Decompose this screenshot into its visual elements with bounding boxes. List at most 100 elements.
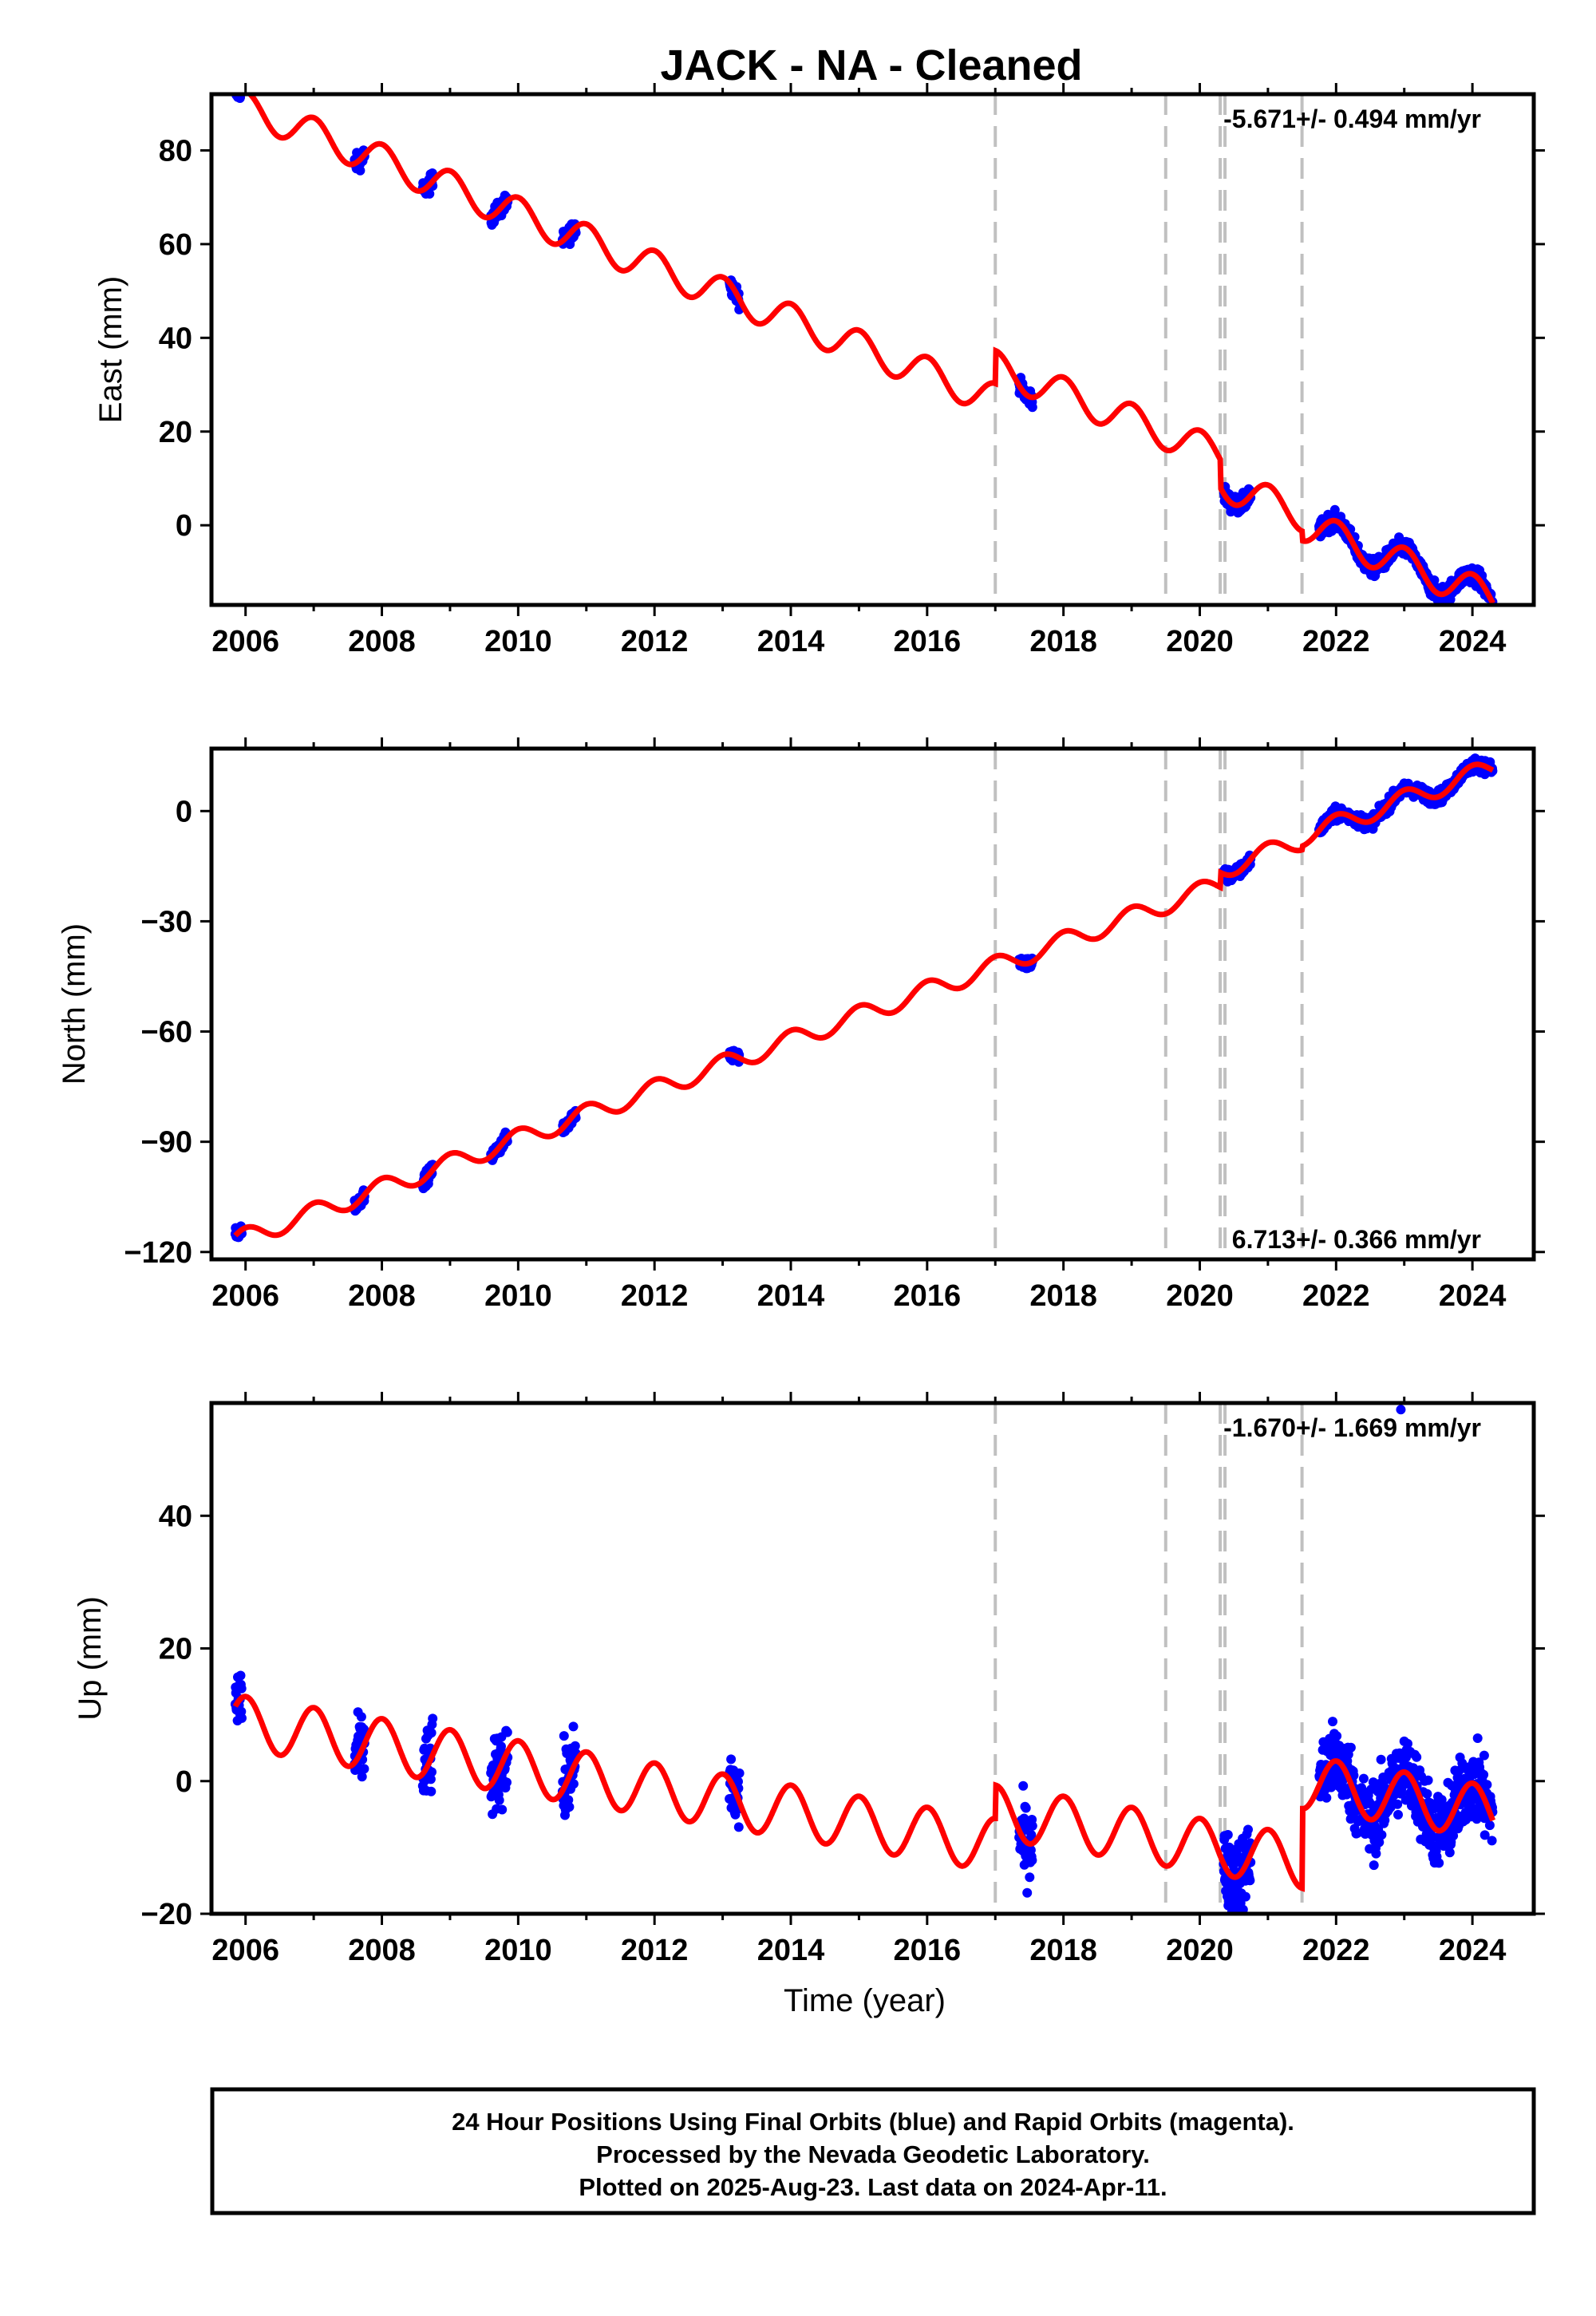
data-point [235, 1670, 246, 1681]
x-tick-label: 2006 [211, 1279, 279, 1313]
data-point [1027, 1856, 1037, 1865]
data-point [1423, 1775, 1433, 1785]
model-curve-north [233, 761, 1495, 1239]
data-point [427, 1767, 437, 1777]
data-point [1444, 1848, 1455, 1858]
data-point [1436, 1795, 1447, 1805]
y-axis-label: Up (mm) [73, 1596, 108, 1721]
data-point [1025, 1872, 1035, 1883]
data-point [359, 1724, 369, 1734]
data-point [1022, 1887, 1033, 1898]
data-point [726, 1754, 737, 1765]
y-tick-label: −120 [124, 1236, 192, 1270]
x-tick-label: 2006 [211, 625, 279, 658]
data-point [1482, 1780, 1492, 1790]
data-point [1374, 1837, 1385, 1848]
x-tick-label: 2010 [484, 1279, 552, 1313]
data-point [357, 1772, 367, 1782]
x-tick-label: 2008 [348, 1934, 416, 1967]
data-point [1479, 1769, 1489, 1780]
data-point [570, 1741, 580, 1751]
x-tick-label: 2016 [894, 625, 962, 658]
observations-north [230, 753, 1498, 1243]
data-point [231, 83, 241, 93]
data-point [1243, 1824, 1253, 1835]
model-curve-east [235, 94, 1495, 605]
y-tick-label: −20 [141, 1898, 192, 1931]
data-point [1412, 1752, 1422, 1762]
x-tick-label: 2024 [1439, 1279, 1507, 1313]
data-point [494, 1795, 504, 1805]
y-tick-label: −30 [141, 905, 192, 939]
x-tick-label: 2008 [348, 625, 416, 658]
data-point [237, 1713, 247, 1723]
data-point [568, 1721, 579, 1732]
data-point [1422, 1788, 1432, 1799]
data-point [1321, 1792, 1332, 1803]
data-point [568, 1779, 579, 1789]
data-point [425, 188, 435, 199]
y-tick-label: 40 [159, 1500, 192, 1533]
plot-frame [209, 1401, 1536, 1916]
x-axis-label: Time (year) [784, 1983, 946, 2018]
plot-frame [209, 746, 1536, 1262]
data-point [1018, 1780, 1029, 1791]
data-point [564, 1802, 575, 1812]
x-tick-label: 2022 [1302, 1934, 1370, 1967]
data-point [1429, 575, 1440, 585]
data-point [1027, 1820, 1037, 1831]
x-tick-label: 2008 [348, 1279, 416, 1313]
data-point [1240, 1891, 1250, 1902]
x-tick-label: 2016 [894, 1279, 962, 1313]
data-point [359, 1764, 369, 1774]
footer-line-3: Plotted on 2025-Aug-23. Last data on 202… [579, 2173, 1167, 2201]
data-point [1369, 1860, 1379, 1871]
data-point [1332, 1731, 1342, 1741]
data-point [428, 1713, 438, 1724]
data-point [559, 1731, 569, 1741]
x-tick-label: 2018 [1029, 1279, 1097, 1313]
x-tick-label: 2012 [621, 625, 689, 658]
data-point [563, 1795, 574, 1805]
model-curve-up [232, 1694, 1496, 1892]
data-point [1376, 1754, 1386, 1765]
data-point [733, 1822, 744, 1832]
data-point [734, 1768, 745, 1778]
x-tick-label: 2018 [1029, 625, 1097, 658]
y-tick-label: 20 [159, 1633, 192, 1666]
data-point [1487, 1836, 1497, 1846]
footer-line-2: Processed by the Nevada Geodetic Laborat… [596, 2140, 1150, 2168]
observations-up [230, 1405, 1498, 1914]
figure-title: JACK - NA - Cleaned [660, 41, 1082, 89]
x-tick-label: 2010 [484, 625, 552, 658]
x-tick-label: 2006 [211, 1934, 279, 1967]
rate-label: -1.670+/- 1.669 mm/yr [1223, 1413, 1481, 1442]
y-axis-label: North (mm) [57, 923, 92, 1085]
y-tick-label: 20 [159, 416, 192, 449]
data-point [236, 81, 246, 91]
data-point [1026, 1830, 1037, 1840]
data-point [1353, 1828, 1363, 1838]
x-tick-label: 2022 [1302, 1279, 1370, 1313]
data-point [1358, 1773, 1369, 1784]
data-point [1393, 1809, 1403, 1820]
data-point [356, 1712, 366, 1722]
x-tick-label: 2012 [621, 1934, 689, 1967]
footer-box: 24 Hour Positions Using Final Orbits (bl… [210, 2087, 1536, 2215]
data-point [236, 1683, 247, 1694]
data-point [426, 1728, 437, 1738]
data-point [425, 1774, 436, 1784]
observations-east [231, 81, 1498, 605]
x-tick-label: 2024 [1439, 1934, 1507, 1967]
footer-line-1: 24 Hour Positions Using Final Orbits (bl… [452, 2108, 1294, 2136]
y-tick-label: 60 [159, 228, 192, 262]
data-point [496, 1741, 506, 1752]
data-point [1377, 1830, 1387, 1840]
data-point [1448, 1831, 1459, 1841]
data-point [1245, 1875, 1255, 1886]
data-point [502, 1777, 512, 1788]
data-point [1403, 1738, 1412, 1749]
data-point [1328, 1717, 1337, 1727]
x-tick-label: 2024 [1439, 625, 1507, 658]
